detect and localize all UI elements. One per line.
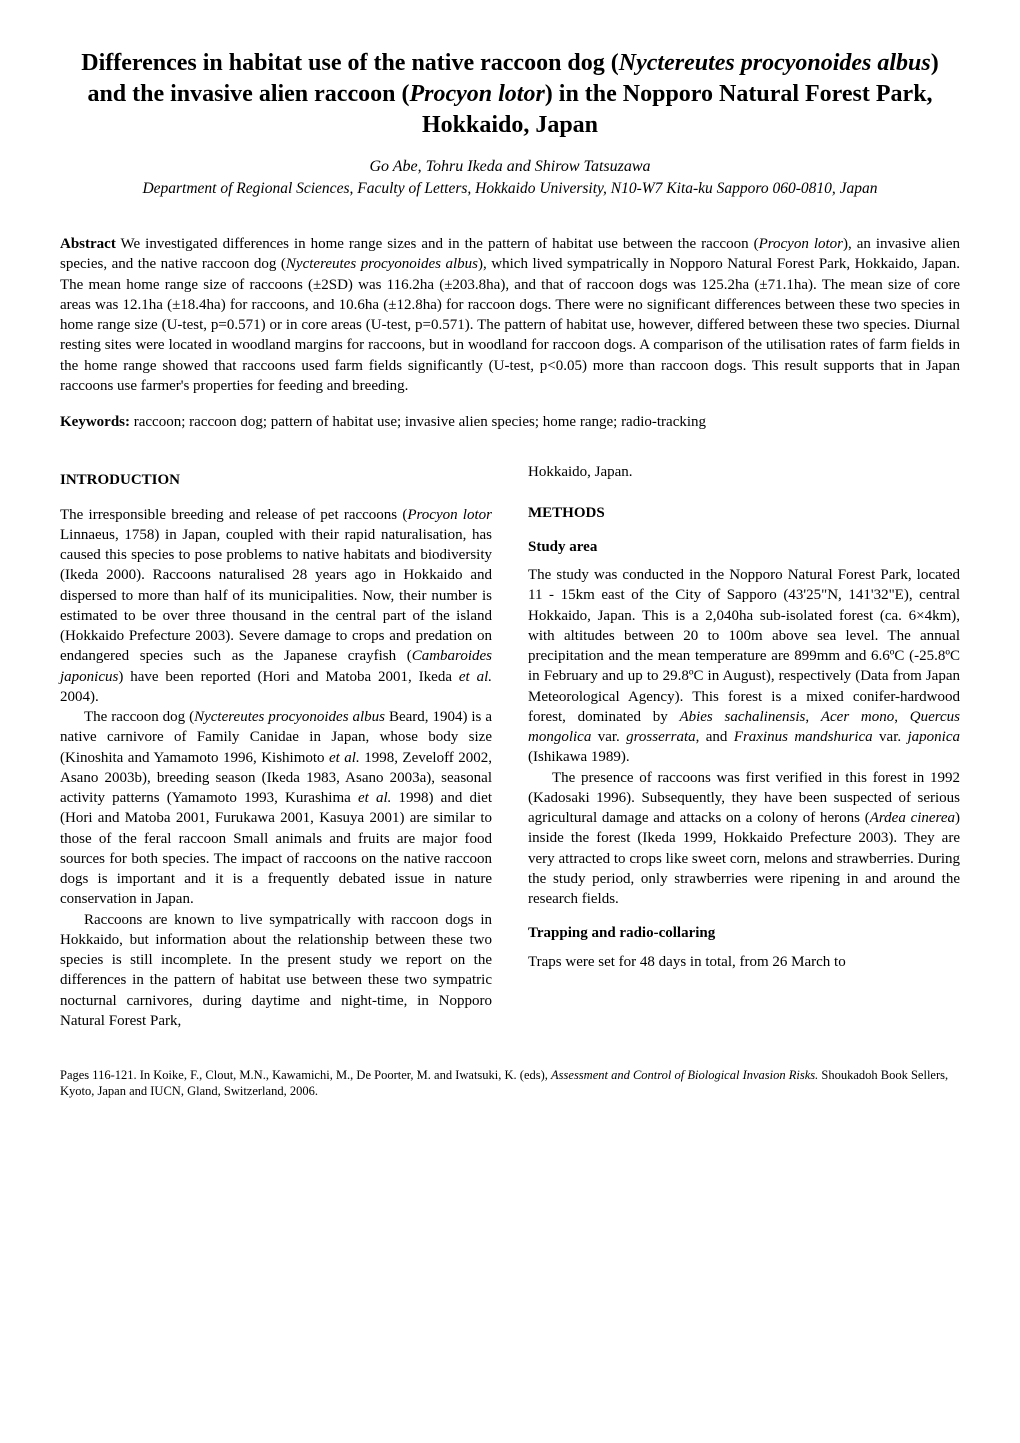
page-footer-citation: Pages 116-121. In Koike, F., Clout, M.N.… (60, 1067, 960, 1100)
trapping-para-1: Traps were set for 48 days in total, fro… (528, 952, 960, 972)
keywords-block: Keywords: raccoon; raccoon dog; pattern … (60, 412, 960, 432)
study-area-heading: Study area (528, 537, 960, 557)
methods-heading: METHODS (528, 503, 960, 523)
study-area-para-1: The study was conducted in the Nopporo N… (528, 565, 960, 768)
study-area-para-2: The presence of raccoons was first verif… (528, 768, 960, 910)
intro-para-2: The raccoon dog (Nyctereutes procyonoide… (60, 707, 492, 910)
two-column-body: INTRODUCTION The irresponsible breeding … (60, 462, 960, 1031)
abstract-text: We investigated differences in home rang… (60, 236, 960, 394)
keywords-text: raccoon; raccoon dog; pattern of habitat… (130, 414, 706, 430)
trapping-heading: Trapping and radio-collaring (528, 923, 960, 943)
abstract-block: Abstract We investigated differences in … (60, 234, 960, 396)
paper-authors: Go Abe, Tohru Ikeda and Shirow Tatsuzawa (60, 156, 960, 178)
keywords-label: Keywords: (60, 414, 130, 430)
intro-para-3-cont: Hokkaido, Japan. (528, 462, 960, 482)
abstract-label: Abstract (60, 236, 116, 252)
right-column: Hokkaido, Japan. METHODS Study area The … (528, 462, 960, 1031)
intro-para-1: The irresponsible breeding and release o… (60, 505, 492, 708)
intro-para-3: Raccoons are known to live sympatrically… (60, 910, 492, 1032)
paper-title: Differences in habitat use of the native… (80, 48, 940, 142)
paper-affiliation: Department of Regional Sciences, Faculty… (60, 179, 960, 200)
introduction-heading: INTRODUCTION (60, 470, 492, 490)
left-column: INTRODUCTION The irresponsible breeding … (60, 462, 492, 1031)
